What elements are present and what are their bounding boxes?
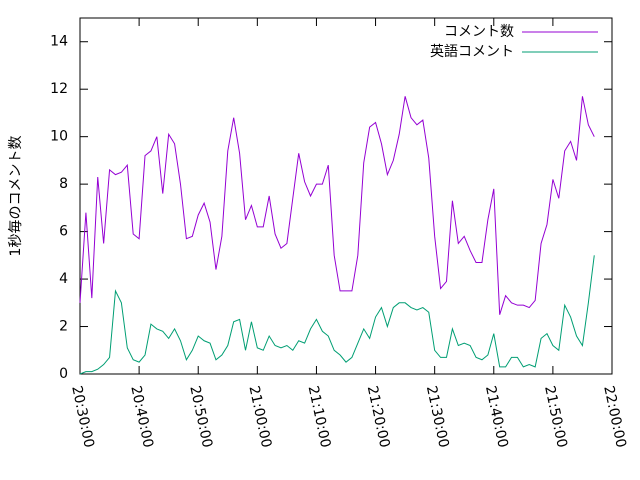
x-tick-label: 21:20:00	[364, 384, 393, 449]
y-tick-label: 14	[50, 34, 68, 50]
y-tick-label: 0	[59, 366, 68, 382]
x-tick-label: 20:40:00	[127, 384, 156, 449]
legend-label: コメント数	[444, 24, 514, 40]
y-axis-label: 1秒毎のコメント数	[8, 136, 24, 257]
x-tick-label: 22:00:00	[600, 384, 629, 449]
y-tick-label: 8	[59, 176, 68, 192]
y-tick-label: 4	[59, 271, 68, 287]
x-tick-label: 20:50:00	[186, 384, 215, 449]
x-tick-label: 21:50:00	[541, 384, 570, 449]
legend-label: 英語コメント	[430, 43, 514, 60]
x-tick-label: 21:00:00	[246, 384, 275, 449]
plot-frame	[79, 17, 613, 375]
y-tick-label: 10	[50, 129, 68, 145]
x-tick-label: 21:10:00	[305, 384, 334, 449]
x-tick-label: 21:30:00	[423, 384, 452, 449]
series-line	[79, 96, 595, 315]
y-tick-label: 2	[59, 319, 68, 335]
x-tick-label: 21:40:00	[482, 384, 511, 449]
series-line	[79, 255, 595, 375]
x-tick-label: 20:30:00	[68, 384, 97, 449]
y-tick-label: 12	[50, 81, 68, 97]
y-tick-label: 6	[59, 224, 68, 240]
